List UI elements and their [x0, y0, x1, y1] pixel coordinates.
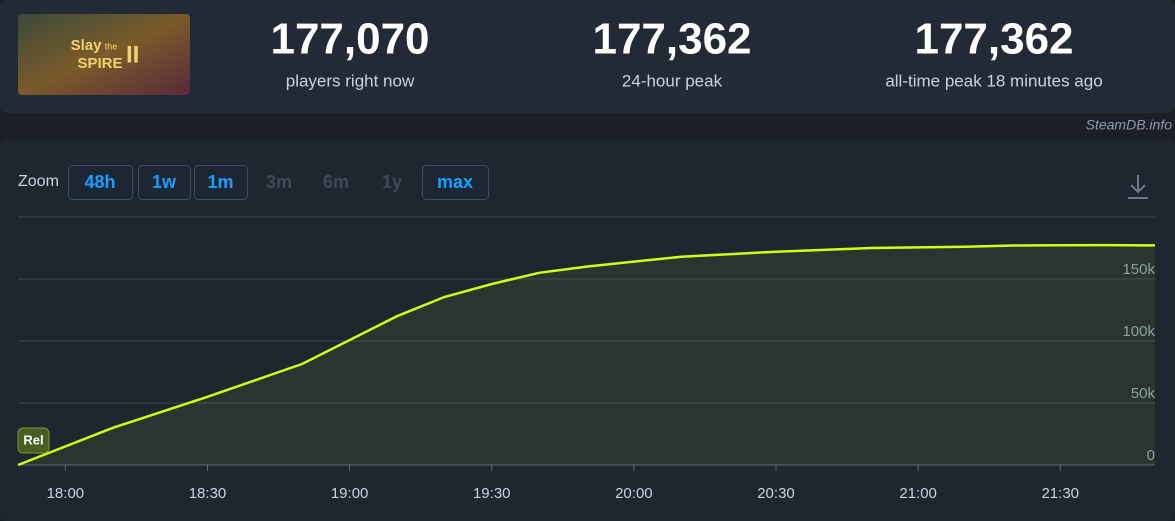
logo-text: the [105, 41, 118, 51]
y-tick-label: 50k [1131, 385, 1156, 402]
zoom-button[interactable]: 48h [68, 165, 133, 200]
button-label: 1m [207, 172, 233, 192]
zoom-button[interactable]: 1w [138, 165, 191, 200]
stat-value: 177,362 [592, 15, 751, 64]
x-tick-label: 20:30 [757, 485, 795, 502]
x-tick-label: 18:30 [189, 485, 227, 502]
x-tick-label: 21:00 [899, 485, 937, 502]
zoom-label: Zoom [18, 173, 59, 190]
button-border [422, 165, 489, 200]
button-border [68, 165, 133, 200]
marker-box [17, 427, 50, 454]
source: SteamDB.info [1086, 117, 1173, 133]
button-border [194, 165, 248, 200]
chart-panel [0, 140, 1175, 521]
x-tick-label: 19:00 [331, 485, 369, 502]
button-label: 3m [266, 172, 292, 192]
button-label: max [437, 172, 473, 192]
zoom-button: 3m [266, 172, 292, 192]
button-label: 1w [152, 172, 177, 192]
plot: 0 50k 100k 150k 18:00 18:30 19:00 19:30 20:00 20:… [17, 243, 1156, 502]
x-tick-label: 21:30 [1041, 485, 1079, 502]
release-marker: Rel [17, 427, 50, 454]
stat-value: 177,362 [914, 15, 1073, 64]
stat-label: all-time peak 18 minutes ago [885, 71, 1102, 90]
button-label: 1y [382, 172, 402, 192]
x-tick-label: 18:00 [47, 485, 85, 502]
y-tick-label: 0 [1147, 447, 1155, 464]
download-icon[interactable] [1128, 175, 1148, 199]
icon-stroke [1130, 184, 1146, 194]
stats-panel [0, 0, 1175, 113]
area-fill [18, 245, 1155, 465]
zoom-button[interactable]: 1m [194, 165, 248, 200]
button-label: 48h [84, 172, 115, 192]
stat-label: 24-hour peak [622, 71, 723, 90]
stats: 177,070 players right now 177,362 24-hour p… [270, 15, 1102, 91]
game-image [18, 14, 190, 95]
logo-text: II [126, 41, 139, 68]
zoom-button: 1y [382, 172, 402, 192]
zoom-button[interactable]: max [422, 165, 489, 200]
stat-value: 177,070 [270, 15, 429, 64]
marker-label: Rel [23, 432, 43, 447]
line [17, 243, 1156, 467]
logo-text: SPIRE [77, 55, 122, 72]
stat-label: players right now [286, 71, 415, 90]
button-border [138, 165, 191, 200]
button-label: 6m [323, 172, 349, 192]
y-tick-label: 100k [1122, 323, 1155, 340]
x-tick-label: 19:30 [473, 485, 511, 502]
zoom-buttons: 48h 1w 1m 3m 6m 1y max [68, 165, 489, 200]
logo-text: Slay [71, 37, 103, 54]
y-tick-label: 150k [1122, 261, 1155, 278]
zoom-button: 6m [323, 172, 349, 192]
x-tick-label: 20:00 [615, 485, 653, 502]
